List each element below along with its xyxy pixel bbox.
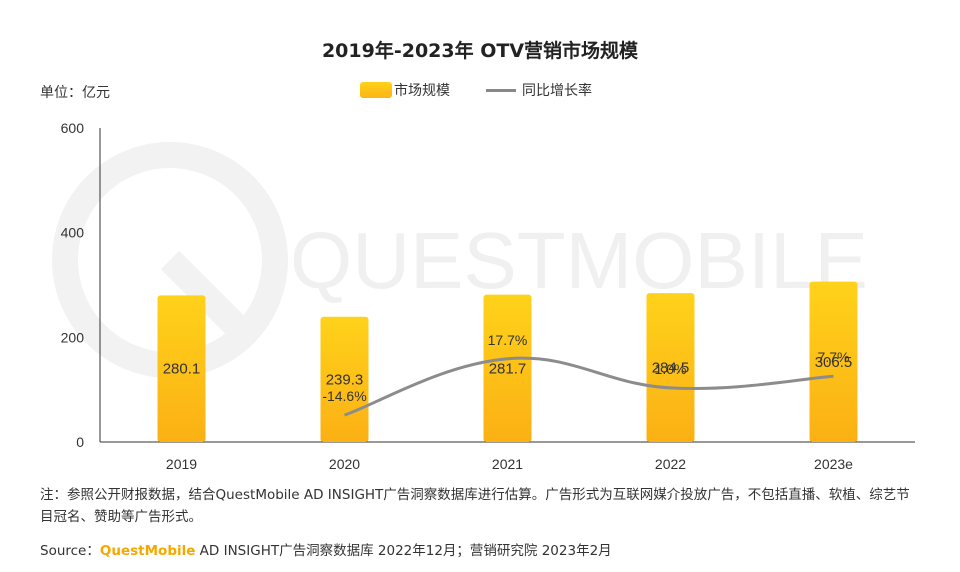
source-line: Source：QuestMobile AD INSIGHT广告洞察数据库 202… <box>40 539 612 559</box>
bar <box>809 281 858 442</box>
y-tick-label: 0 <box>76 434 84 450</box>
y-tick-label: 600 <box>61 120 85 136</box>
unit-label: 单位：亿元 <box>40 85 110 101</box>
legend-bar-swatch <box>360 82 392 98</box>
x-tick-label: 2023e <box>814 456 853 472</box>
bar-value-label: 280.1 <box>163 361 201 378</box>
bar-value-label: 306.5 <box>815 354 853 371</box>
legend-bar-label: 市场规模 <box>394 83 450 99</box>
y-tick-label: 200 <box>61 329 85 345</box>
bar-value-label: 239.3 <box>326 371 364 388</box>
x-tick-label: 2021 <box>492 456 523 472</box>
y-tick-label: 400 <box>61 225 85 241</box>
growth-rate-label: 17.7% <box>488 332 528 348</box>
x-tick-label: 2022 <box>655 456 686 472</box>
source-brand: QuestMobile <box>99 543 196 559</box>
bar-value-label: 284.5 <box>652 360 690 377</box>
x-tick-label: 2019 <box>166 456 197 472</box>
bar <box>646 293 695 442</box>
growth-rate-label: -14.6% <box>322 388 366 404</box>
legend-line-swatch <box>486 88 516 92</box>
x-tick-label: 2020 <box>329 456 360 472</box>
bar-value-label: 281.7 <box>489 360 527 377</box>
bar <box>483 294 532 442</box>
source-rest: AD INSIGHT广告洞察数据库 2022年12月；营销研究院 2023年2月 <box>195 543 612 559</box>
bar <box>157 295 206 442</box>
growth-rate-label: 7.7% <box>818 349 850 365</box>
footnote: 注：参照公开财报数据，结合QuestMobile AD INSIGHT广告洞察数… <box>40 487 910 525</box>
chart-title: 2019年-2023年 OTV营销市场规模 <box>321 40 639 62</box>
growth-rate-label: 1.0% <box>655 361 687 377</box>
chart: 600 400 200 0 2019 2020 2021 2022 2023e 280.1 239… <box>61 120 915 472</box>
legend-line-label: 同比增长率 <box>522 83 592 99</box>
source-prefix: Source： <box>40 543 100 559</box>
legend: 市场规模 同比增长率 <box>360 80 592 100</box>
growth-rate-line <box>344 356 834 417</box>
